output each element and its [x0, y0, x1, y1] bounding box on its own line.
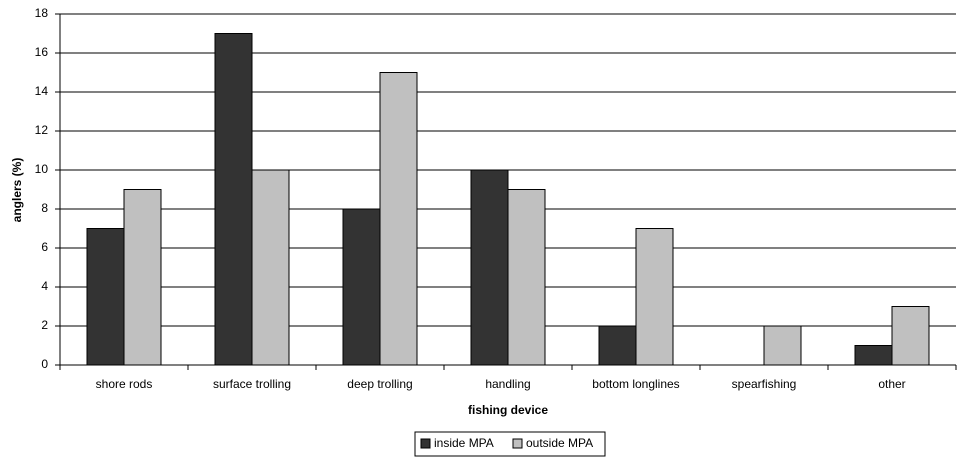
- x-tick-label: bottom longlines: [592, 377, 679, 391]
- bar: [598, 325, 637, 366]
- x-axis-title: fishing device: [468, 403, 548, 417]
- bar: [214, 33, 253, 366]
- y-tick-label: 0: [41, 357, 48, 371]
- bar: [891, 306, 930, 366]
- y-tick-label: 18: [35, 6, 49, 20]
- legend-label: outside MPA: [526, 436, 593, 450]
- bar: [379, 72, 418, 366]
- bar: [342, 208, 381, 366]
- bar: [123, 189, 162, 366]
- x-tick-label: shore rods: [96, 377, 153, 391]
- x-tick-label: spearfishing: [732, 377, 797, 391]
- bar: [507, 189, 546, 366]
- x-tick-label: surface trolling: [213, 377, 291, 391]
- bar: [763, 325, 802, 366]
- bar: [854, 345, 893, 366]
- bar: [635, 228, 674, 366]
- legend-box: [414, 431, 606, 457]
- y-tick-label: 8: [41, 201, 48, 215]
- x-tick-label: other: [878, 377, 905, 391]
- legend-swatch: [420, 438, 431, 449]
- x-tick-label: handling: [485, 377, 530, 391]
- y-axis-title: anglers (%): [10, 158, 24, 223]
- y-tick-label: 2: [41, 318, 48, 332]
- y-tick-label: 6: [41, 240, 48, 254]
- bar: [86, 228, 125, 366]
- y-tick-label: 16: [35, 45, 49, 59]
- y-tick-label: 10: [35, 162, 49, 176]
- bar: [470, 169, 509, 366]
- legend-swatch: [512, 438, 523, 449]
- legend-label: inside MPA: [434, 436, 494, 450]
- y-tick-label: 4: [41, 279, 48, 293]
- bar: [251, 169, 290, 366]
- y-tick-label: 14: [35, 84, 49, 98]
- y-tick-label: 12: [35, 123, 49, 137]
- x-tick-label: deep trolling: [347, 377, 412, 391]
